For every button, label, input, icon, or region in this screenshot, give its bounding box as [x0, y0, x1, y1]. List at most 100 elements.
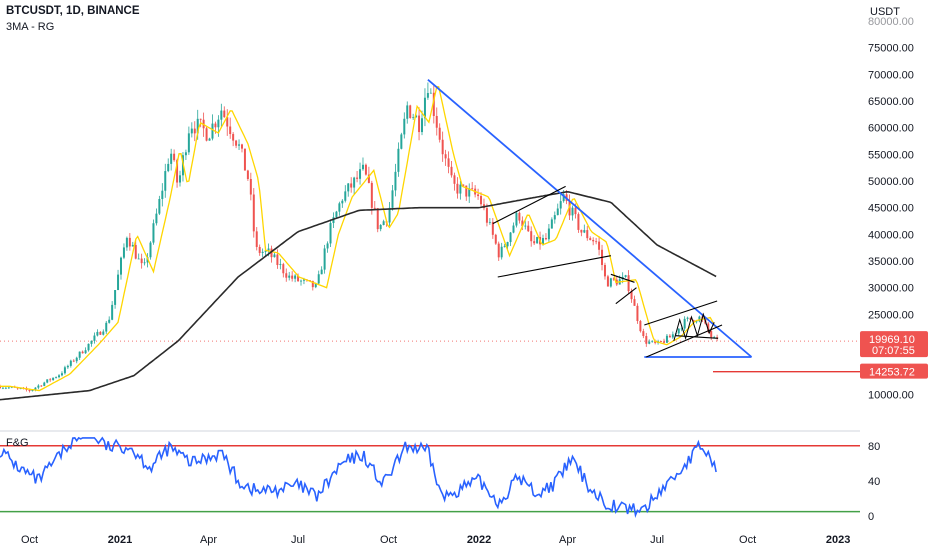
candle-body: [698, 316, 701, 322]
candle-body: [680, 328, 683, 330]
channel-line: [646, 324, 723, 358]
candle-body: [438, 127, 441, 140]
candle-body: [246, 170, 249, 180]
channel-line: [615, 287, 637, 305]
candle-body: [317, 274, 320, 284]
candles: [0, 82, 719, 393]
candle-body: [335, 211, 338, 218]
candle-body: [149, 242, 152, 258]
candle-body: [302, 279, 305, 281]
candle-body: [143, 262, 146, 264]
candle-body: [176, 160, 179, 183]
candle-body: [429, 92, 432, 94]
candle-body: [494, 234, 497, 244]
price-tick-label: 45000.00: [868, 203, 914, 215]
last-price-value: 19969.10: [869, 334, 915, 346]
candle-body: [370, 182, 373, 208]
time-axis-label: Jul: [650, 534, 664, 546]
candle-body: [415, 115, 418, 118]
candle-body: [122, 247, 125, 258]
candle-body: [4, 387, 7, 389]
candle-body: [645, 336, 648, 344]
candle-body: [285, 273, 288, 278]
descending-trendline: [427, 78, 753, 358]
candle-body: [276, 254, 279, 266]
candle-body: [376, 208, 379, 230]
candle-body: [173, 153, 176, 161]
candle-body: [49, 379, 52, 381]
candle-body: [480, 196, 483, 205]
candle-body: [627, 275, 630, 292]
candle-body: [63, 367, 66, 374]
candle-body: [571, 207, 574, 216]
candle-body: [75, 357, 78, 362]
candle-body: [562, 194, 565, 202]
candle-body: [258, 246, 261, 253]
candle-body: [69, 360, 72, 366]
candle-body: [46, 379, 49, 383]
candle-body: [533, 241, 536, 244]
candle-body: [556, 208, 559, 216]
candle-body: [270, 248, 273, 258]
candle-body: [261, 251, 264, 253]
channel-line: [497, 255, 611, 278]
candle-body: [43, 382, 46, 386]
candle-body: [512, 225, 515, 233]
candle-body: [28, 389, 31, 392]
zigzag-pattern: [673, 312, 715, 342]
candle-body: [553, 215, 556, 220]
candle-body: [624, 275, 627, 277]
time-axis-label: 2021: [108, 534, 132, 546]
candle-body: [692, 319, 695, 323]
candle-body: [665, 335, 668, 343]
price-tick-label: 65000.00: [868, 96, 914, 108]
candle-body: [347, 183, 350, 192]
candle-body: [589, 238, 592, 240]
oscillator-line: [0, 436, 717, 519]
candle-body: [170, 153, 173, 164]
candle-body: [521, 220, 524, 227]
time-axis-label: Oct: [380, 534, 397, 546]
candle-body: [530, 231, 533, 242]
candle-body: [249, 179, 252, 195]
candle-body: [586, 230, 589, 239]
candle-body: [217, 119, 220, 128]
candle-body: [344, 191, 347, 201]
candle-body: [515, 212, 518, 226]
candle-body: [612, 278, 615, 280]
price-tick-label: 40000.00: [868, 229, 914, 241]
candle-body: [55, 377, 58, 378]
candle-body: [648, 341, 651, 344]
channel-line: [610, 273, 635, 283]
time-axis-label: 2023: [826, 534, 850, 546]
candle-body: [90, 340, 93, 344]
candle-body: [52, 377, 55, 381]
candle-body: [0, 386, 1, 389]
candle-body: [595, 241, 598, 243]
candle-body: [190, 128, 193, 134]
candle-body: [382, 221, 385, 226]
candle-body: [367, 174, 370, 183]
candle-body: [503, 246, 506, 248]
candle-body: [300, 280, 303, 282]
candle-body: [421, 118, 424, 133]
candle-body: [78, 351, 81, 358]
candle-body: [592, 239, 595, 242]
candle-body: [418, 115, 421, 133]
price-tick-label: 25000.00: [868, 309, 914, 321]
candle-body: [450, 166, 453, 176]
candle-body: [677, 328, 680, 334]
candle-body: [161, 190, 164, 200]
candle-body: [34, 387, 37, 390]
candle-body: [435, 115, 438, 128]
candle-body: [211, 123, 214, 139]
level-price-badge: [860, 363, 928, 379]
candle-body: [394, 171, 397, 191]
candle-body: [264, 250, 267, 252]
candle-body: [412, 117, 415, 119]
oscillator-tick-label: 80: [868, 441, 880, 453]
candle-body: [373, 207, 376, 209]
long-ma-line: [0, 190, 717, 401]
candle-body: [7, 387, 10, 389]
